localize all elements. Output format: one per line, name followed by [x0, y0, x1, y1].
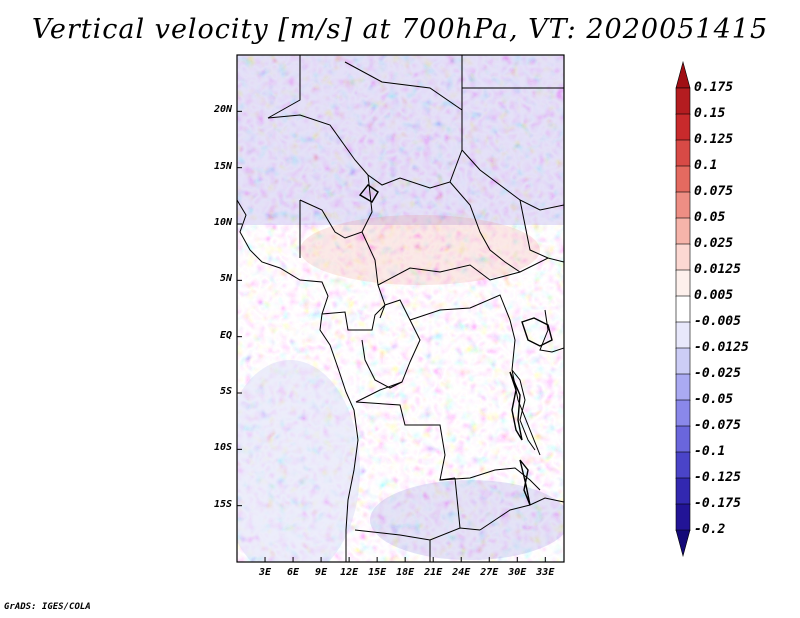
- colorbar-label: 0.005: [694, 288, 734, 303]
- colorbar-segment: [675, 243, 691, 271]
- colorbar-label: -0.1: [694, 444, 726, 459]
- lon-tick-label: 3E: [258, 567, 272, 578]
- colorbar-label: 0.15: [694, 106, 726, 121]
- colorbar-segment: [675, 451, 691, 479]
- colorbar-segment: [675, 217, 691, 245]
- lat-tick-label: 20N: [213, 104, 232, 116]
- colorbar-segment: [675, 87, 691, 115]
- lon-tick-label: 18E: [396, 567, 415, 578]
- lat-tick-label: 10S: [213, 442, 232, 454]
- colorbar-segment: [675, 347, 691, 375]
- colorbar-label: -0.005: [694, 314, 741, 329]
- country-borders: [237, 55, 564, 562]
- colorbar-segment: [675, 321, 691, 349]
- colorbar-segment: [675, 60, 691, 89]
- lon-tick-label: 9E: [315, 567, 328, 578]
- lat-tick-label: 15N: [213, 160, 232, 172]
- colorbar-label: -0.0125: [694, 340, 749, 355]
- colorbar-label: 0.1: [694, 158, 718, 173]
- colorbar-segment: [675, 399, 691, 427]
- colorbar-label: 0.05: [694, 210, 726, 225]
- colorbar-segment: [675, 477, 691, 505]
- colorbar-segment: [675, 165, 691, 193]
- lat-tick-label: 5S: [219, 386, 232, 397]
- axis-ticks: [237, 110, 546, 562]
- colorbar: [675, 60, 691, 558]
- lat-tick-label: EQ: [219, 329, 232, 341]
- sw-ocean-region: [237, 360, 360, 562]
- lon-tick-label: 15E: [368, 567, 387, 578]
- lon-tick-label: 6E: [287, 567, 300, 578]
- lon-tick-label: 24E: [452, 567, 471, 578]
- colorbar-label: -0.125: [694, 470, 741, 485]
- colorbar-segment: [675, 373, 691, 401]
- lon-tick-label: 12E: [340, 567, 359, 578]
- lon-tick-label: 33E: [536, 567, 555, 578]
- lakes: [358, 184, 553, 506]
- colorbar-segment: [675, 529, 691, 558]
- colorbar-label: -0.075: [694, 418, 741, 433]
- colorbar-label: 0.075: [694, 184, 734, 199]
- colorbar-segment: [675, 425, 691, 453]
- colorbar-label: -0.2: [694, 522, 726, 537]
- colorbar-label: 0.125: [694, 132, 734, 147]
- colorbar-label: 0.0125: [694, 262, 741, 277]
- colorbar-segment: [675, 113, 691, 141]
- chart-title: Vertical velocity [m/s] at 700hPa, VT: 2…: [31, 14, 769, 45]
- lat-tick-label: 5N: [219, 273, 232, 285]
- colorbar-label: 0.025: [694, 236, 734, 251]
- north-strong-band: [237, 55, 564, 225]
- colorbar-segment: [675, 139, 691, 167]
- colorbar-segment: [675, 295, 691, 323]
- colorbar-segment: [675, 503, 691, 531]
- lat-tick-label: 10N: [213, 217, 232, 228]
- lon-tick-label: 21E: [424, 567, 443, 578]
- lon-tick-label: 30E: [508, 567, 527, 578]
- plot-frame: [236, 54, 565, 563]
- sahel-red-region: [300, 215, 540, 285]
- lat-tick-label: 15S: [213, 498, 232, 510]
- colorbar-label: -0.05: [694, 392, 734, 407]
- south-intense-region: [370, 480, 564, 560]
- colorbar-segment: [675, 191, 691, 219]
- colorbar-label: 0.175: [694, 80, 734, 95]
- velocity-field: [237, 55, 564, 562]
- colorbar-segment: [675, 269, 691, 297]
- colorbar-label: -0.025: [694, 366, 741, 381]
- grads-credit: GrADS: IGES/COLA: [4, 602, 91, 612]
- colorbar-label: -0.175: [694, 496, 741, 511]
- lon-tick-label: 27E: [480, 567, 499, 578]
